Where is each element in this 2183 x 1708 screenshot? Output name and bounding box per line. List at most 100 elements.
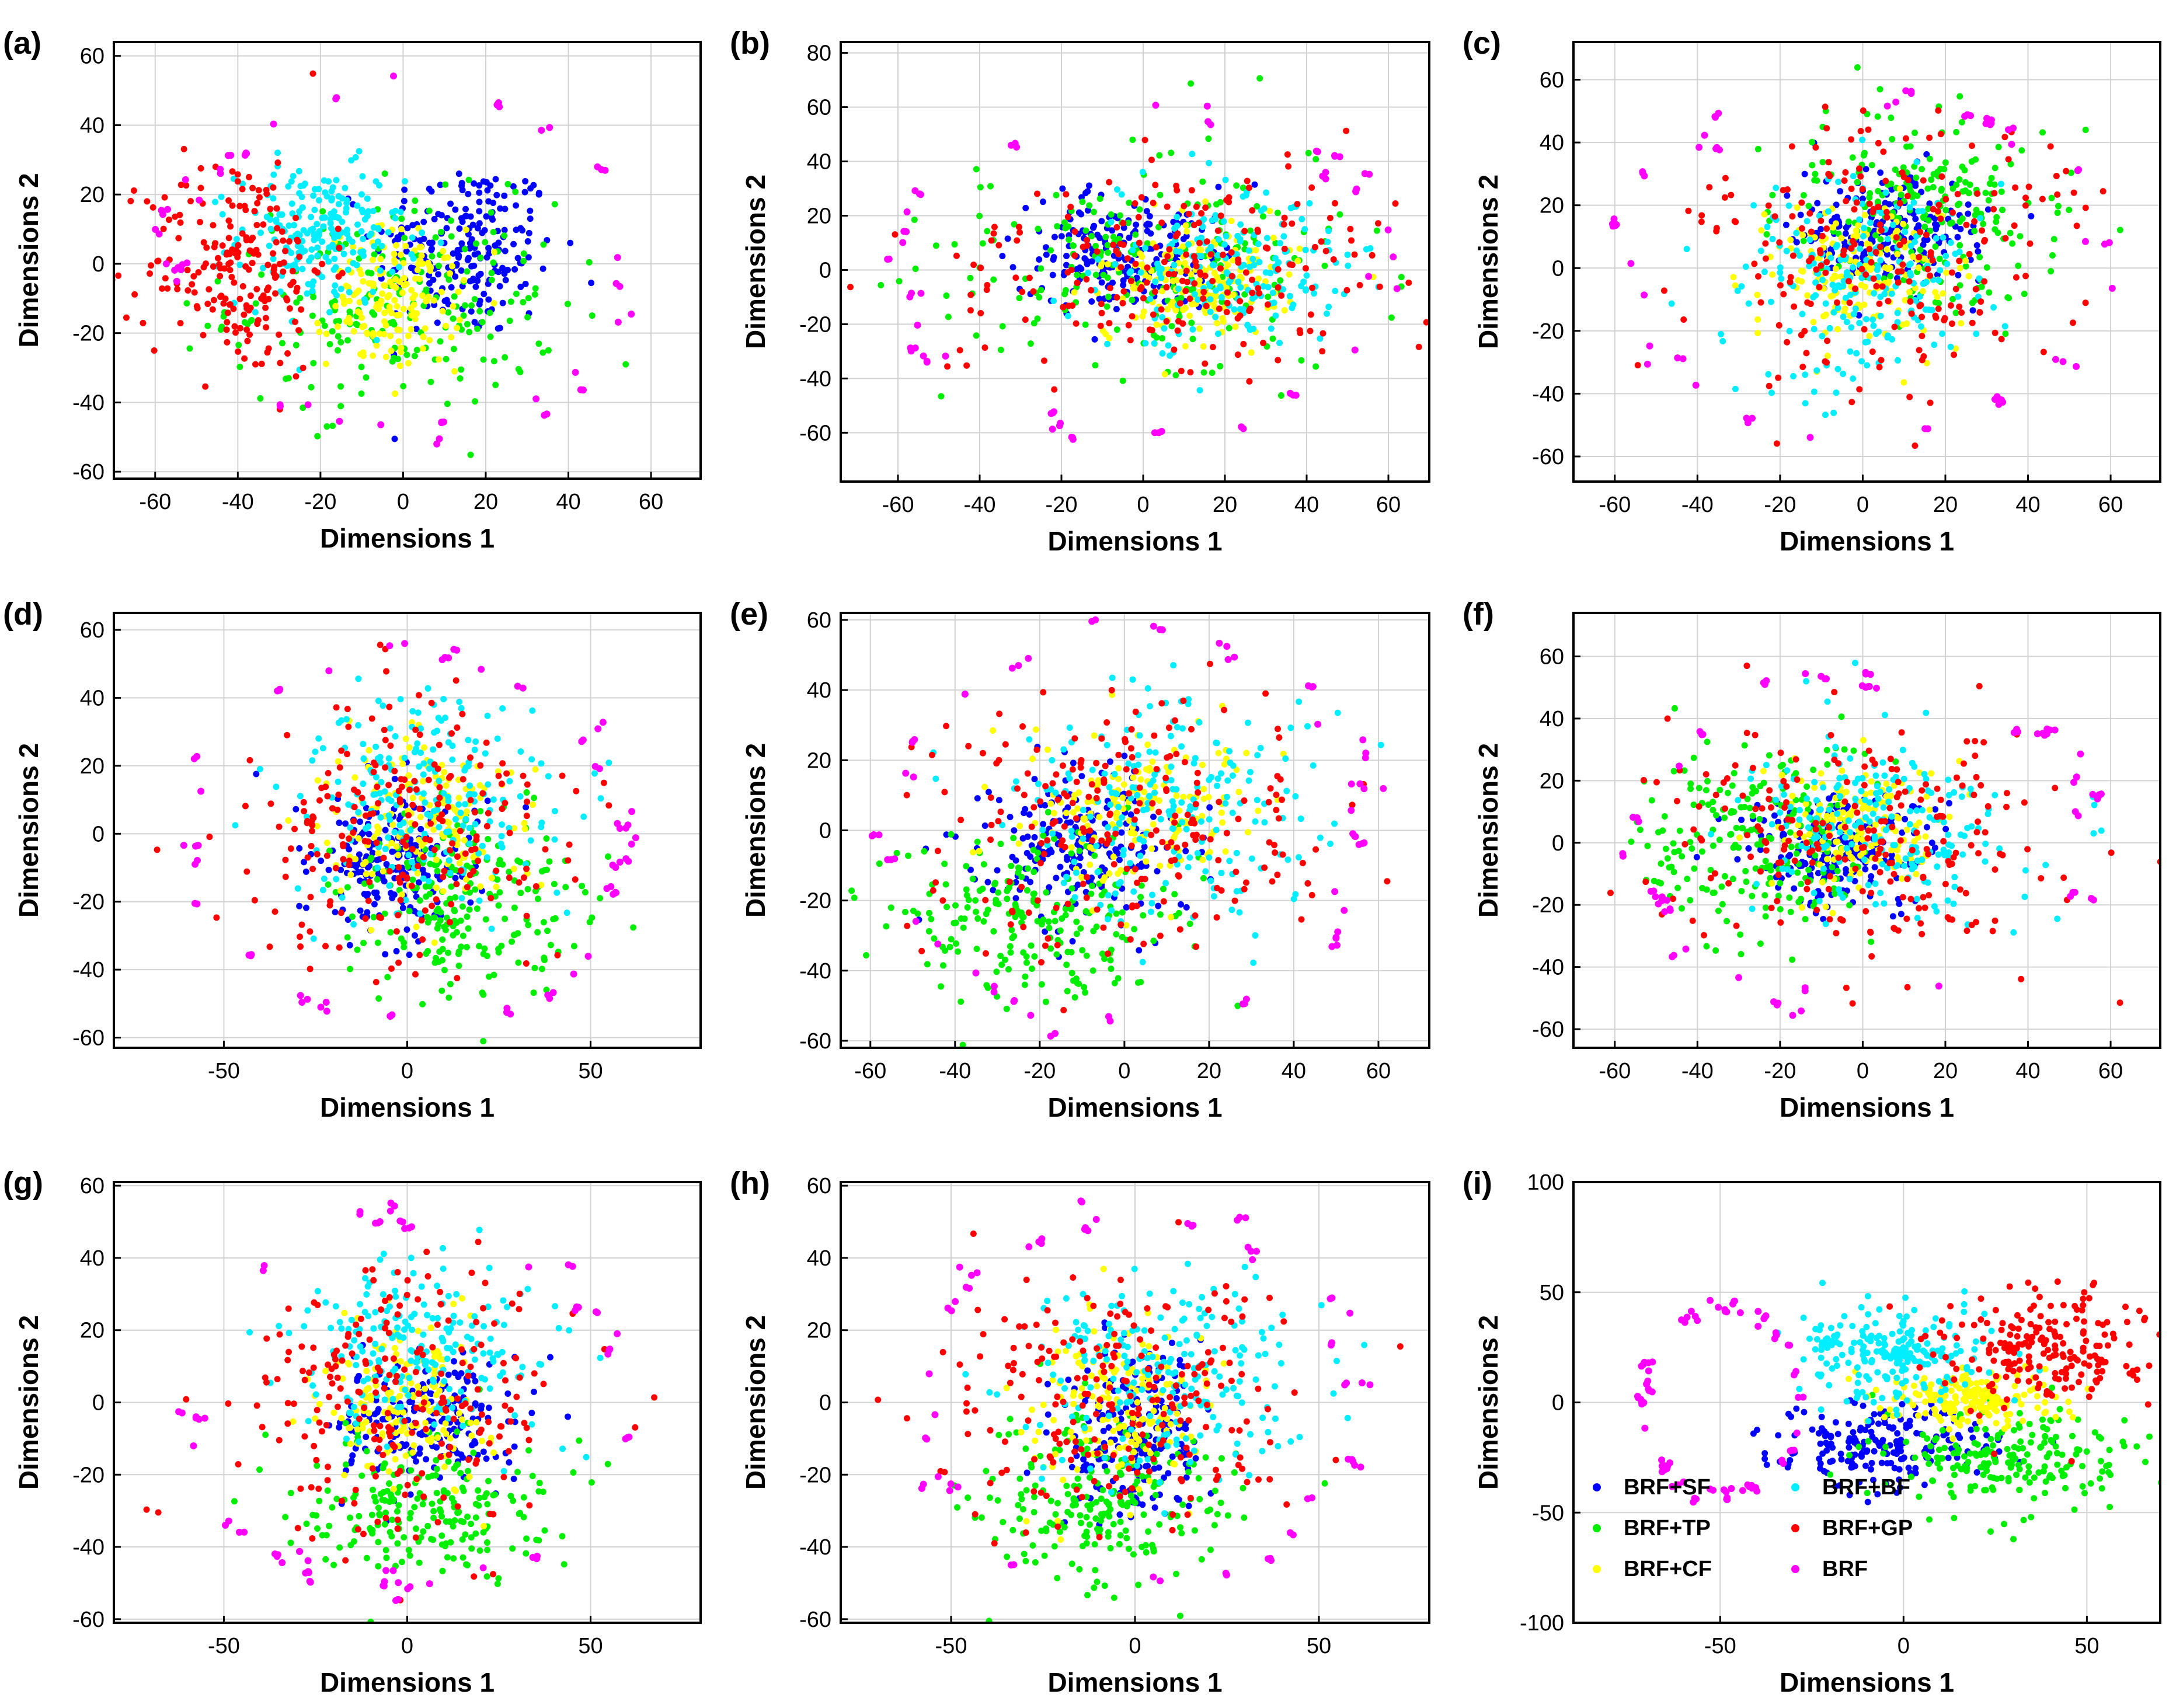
point: [189, 281, 196, 288]
point: [1082, 888, 1089, 895]
point: [1834, 299, 1841, 306]
point: [336, 245, 343, 252]
point: [389, 848, 396, 855]
point: [383, 668, 390, 675]
point: [347, 824, 354, 831]
point: [337, 866, 344, 873]
point: [1878, 357, 1885, 364]
point: [370, 207, 377, 214]
point: [519, 227, 526, 234]
point: [1366, 170, 1373, 178]
point: [323, 423, 330, 430]
point: [279, 340, 286, 347]
point: [1958, 309, 1965, 316]
point: [1947, 302, 1954, 309]
point: [970, 262, 977, 269]
point: [326, 341, 333, 348]
point: [1766, 382, 1773, 389]
point: [327, 898, 334, 905]
point: [1785, 202, 1792, 209]
point: [450, 315, 457, 322]
point: [1975, 293, 1982, 300]
point: [321, 177, 328, 184]
point: [1123, 904, 1130, 911]
point: [385, 812, 392, 819]
point: [319, 214, 326, 221]
point: [459, 822, 466, 829]
point: [409, 846, 416, 853]
point: [320, 223, 327, 230]
point: [257, 395, 264, 402]
point: [1853, 350, 1860, 357]
point: [498, 821, 505, 828]
point: [373, 889, 380, 896]
point: [1112, 261, 1119, 268]
point: [523, 960, 530, 967]
point: [941, 860, 948, 867]
point: [291, 222, 298, 229]
point: [1214, 227, 1221, 234]
series-brf: [152, 72, 635, 448]
point: [459, 903, 466, 910]
point: [1272, 255, 1279, 262]
point: [963, 892, 970, 899]
point: [1717, 330, 1724, 337]
panel-label: (b): [730, 26, 770, 61]
point: [1214, 320, 1221, 327]
point: [226, 301, 233, 308]
point: [1296, 245, 1303, 252]
point: [402, 242, 409, 249]
point: [372, 979, 379, 986]
point: [2002, 235, 2009, 242]
point: [1769, 191, 1776, 198]
point: [1098, 301, 1105, 308]
point: [1251, 181, 1258, 188]
point: [1824, 337, 1831, 344]
point: [1158, 288, 1165, 295]
point: [1814, 200, 1821, 207]
point: [1819, 237, 1826, 244]
point: [942, 881, 949, 888]
point: [1262, 278, 1269, 285]
point: [438, 288, 445, 295]
point: [1860, 107, 1867, 114]
point: [353, 290, 360, 297]
point: [2022, 194, 2029, 201]
point: [1818, 262, 1825, 269]
point: [316, 329, 323, 336]
point: [351, 786, 358, 793]
point: [1023, 953, 1030, 960]
series-brf-cf: [1730, 185, 1972, 386]
point: [1071, 289, 1078, 296]
point: [345, 801, 352, 808]
point: [1850, 173, 1857, 180]
point: [591, 770, 598, 777]
point: [1177, 269, 1184, 276]
point: [1754, 291, 1761, 298]
point: [1816, 284, 1823, 291]
point: [1199, 178, 1206, 185]
point: [1855, 165, 1862, 172]
point: [1877, 169, 1884, 176]
point: [1822, 300, 1829, 307]
point: [1909, 253, 1916, 260]
point: [495, 239, 502, 246]
point: [1043, 889, 1050, 896]
point: [1104, 274, 1111, 281]
point: [448, 901, 455, 908]
point: [1008, 862, 1015, 869]
point: [1962, 257, 1969, 264]
point: [322, 999, 330, 1006]
point: [1150, 813, 1157, 820]
point: [1900, 164, 1907, 171]
point: [1812, 279, 1819, 286]
point: [2075, 166, 2083, 173]
point: [993, 968, 1000, 975]
point: [1090, 928, 1097, 935]
point: [545, 773, 552, 780]
point: [1879, 283, 1886, 290]
point: [1953, 128, 1960, 135]
point: [1185, 241, 1192, 248]
point: [538, 965, 545, 972]
point: [550, 916, 557, 923]
